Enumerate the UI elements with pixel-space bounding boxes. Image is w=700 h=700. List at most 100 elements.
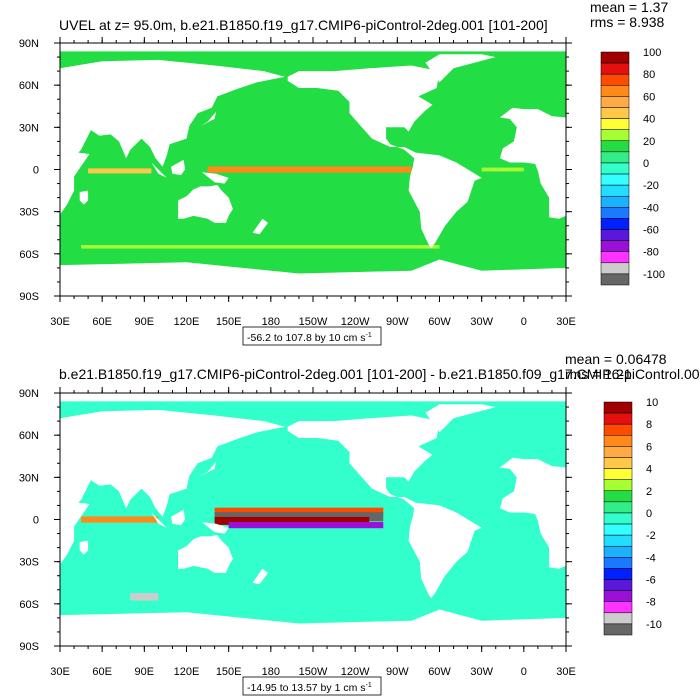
land-mass [499, 457, 566, 569]
feature-band-0 [207, 166, 412, 173]
land-mass [178, 185, 233, 223]
colorbar-label: -10 [646, 619, 662, 631]
colorbar-box [600, 96, 630, 108]
land-mass [202, 172, 229, 184]
colorbar-box [603, 468, 633, 480]
land-mass [287, 65, 482, 249]
panel-1-range-text: -14.95 to 13.57 by 1 cm s [247, 682, 365, 694]
land-mass [425, 54, 496, 83]
feature-band-2 [214, 516, 370, 525]
colorbar-box [603, 457, 633, 469]
y-tick-label: 30N [19, 472, 39, 484]
x-tick-label: 30E [556, 316, 576, 328]
colorbar-box [600, 251, 630, 264]
colorbar-box [600, 62, 630, 75]
colorbar-label: 2 [646, 486, 652, 498]
y-tick-label: 90S [19, 641, 39, 653]
x-tick-label: 150E [216, 666, 242, 678]
x-tick-label: 90E [135, 316, 155, 328]
x-tick-label: 90E [135, 666, 155, 678]
colorbar-box [603, 479, 633, 492]
colorbar-box [600, 85, 630, 97]
colorbar-box [603, 490, 633, 503]
land-mass [60, 59, 285, 215]
colorbar-box [600, 207, 630, 219]
colorbar-box [603, 579, 633, 591]
land-mass [200, 461, 216, 476]
land-mass [151, 512, 167, 528]
colorbar-label: 10 [646, 397, 658, 409]
colorbar-label: -6 [646, 575, 656, 587]
feature-band-3 [60, 231, 552, 235]
x-tick-label: 30W [470, 316, 493, 328]
colorbar-box [600, 73, 630, 86]
feature-band-0 [214, 507, 384, 515]
panel-0-rms: rms = 8.938 [590, 14, 665, 30]
land-mass [252, 218, 268, 235]
colorbar-box [603, 501, 633, 514]
land-mass [171, 159, 186, 176]
land-mass [252, 568, 268, 585]
colorbar-label: 60 [643, 91, 655, 103]
x-tick-label: 30W [470, 666, 493, 678]
colorbar-box [600, 162, 630, 175]
land-mass [200, 111, 216, 126]
x-tick-label: 90W [386, 666, 409, 678]
colorbar-box [603, 557, 633, 569]
panel-0-mean: mean = 1.37 [590, 0, 668, 15]
panel-0-map [59, 42, 567, 297]
colorbar-box [600, 107, 630, 119]
colorbar-label: 0 [643, 158, 649, 170]
x-tick-label: 30E [50, 316, 70, 328]
colorbar-box [600, 129, 630, 142]
y-tick-label: 30S [19, 207, 39, 219]
panel-1-range-label: -14.95 to 13.57 by 1 cm s-1 [247, 682, 372, 694]
panel-1: b.e21.B1850.f19_g17.CMIP6-piControl-2deg… [19, 351, 700, 696]
panel-1-map [59, 392, 567, 647]
colorbar-label: 4 [646, 464, 652, 476]
land-mass [499, 107, 566, 219]
panel-1-rms: rms = 1.21 [565, 366, 632, 382]
colorbar-label: -2 [646, 530, 656, 542]
land-mass [425, 404, 496, 433]
y-tick-label: 30N [19, 122, 39, 134]
x-tick-label: 60W [428, 666, 451, 678]
x-tick-label: 60W [428, 316, 451, 328]
feature-band-1 [88, 168, 152, 174]
x-tick-label: 90W [386, 316, 409, 328]
x-tick-label: 150W [299, 316, 328, 328]
colorbar-label: -80 [643, 247, 659, 259]
colorbar-label: 40 [643, 114, 655, 126]
x-tick-label: 120W [341, 666, 370, 678]
feature-band-3 [228, 522, 384, 529]
feature-band-1 [214, 512, 384, 522]
land-mass [287, 415, 482, 599]
x-tick-label: 60E [92, 666, 112, 678]
y-tick-label: 90N [19, 388, 39, 400]
land-mass [202, 522, 229, 534]
colorbar-box [600, 118, 630, 130]
colorbar-label: 6 [646, 441, 652, 453]
land-mass [60, 609, 566, 646]
colorbar-label: 0 [646, 508, 652, 520]
colorbar-label: -100 [643, 269, 665, 281]
colorbar-box [603, 523, 633, 536]
colorbar-box [603, 545, 633, 558]
colorbar-label: -60 [643, 225, 659, 237]
land-mass [171, 509, 186, 526]
feature-band-4 [81, 516, 159, 523]
y-tick-label: 90N [19, 38, 39, 50]
x-tick-label: 30E [556, 666, 576, 678]
land-mass [151, 162, 167, 178]
colorbar-box [603, 423, 633, 436]
y-tick-label: 60N [19, 80, 39, 92]
land-mass [60, 43, 566, 52]
colorbar-box [603, 401, 633, 414]
colorbar-label: 100 [643, 47, 661, 59]
y-tick-label: 60S [19, 599, 39, 611]
feature-band-2 [481, 167, 524, 172]
colorbar-box [600, 195, 630, 208]
land-mass [79, 540, 89, 555]
panel-1-mean: mean = 0.06478 [565, 351, 667, 367]
